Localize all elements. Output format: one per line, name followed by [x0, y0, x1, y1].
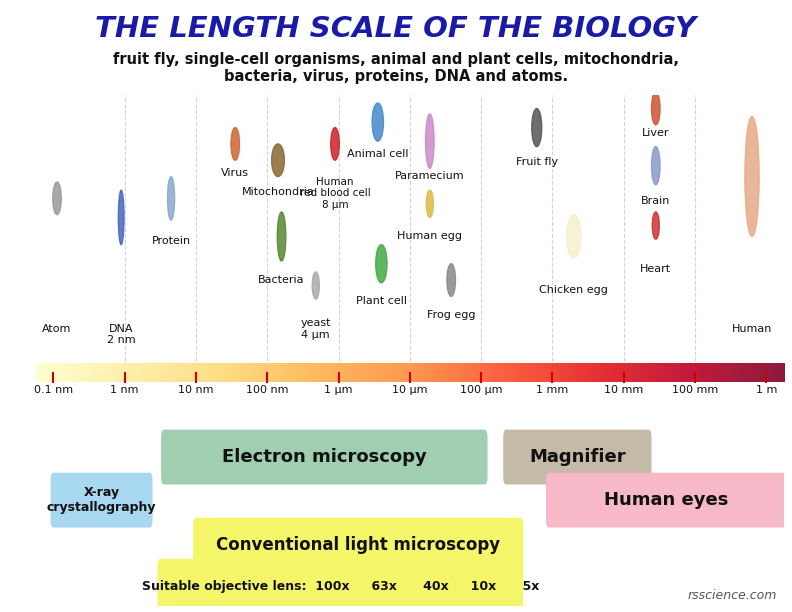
FancyBboxPatch shape	[158, 559, 524, 612]
Text: DNA
2 nm: DNA 2 nm	[107, 324, 135, 345]
Ellipse shape	[53, 182, 61, 215]
Text: Suitable objective lens:  100x     63x      40x     10x      5x: Suitable objective lens: 100x 63x 40x 10…	[142, 580, 539, 593]
Text: 1 μm: 1 μm	[325, 385, 352, 395]
Text: yeast
4 μm: yeast 4 μm	[300, 318, 331, 340]
Ellipse shape	[231, 127, 239, 160]
Text: Animal cell: Animal cell	[347, 149, 409, 159]
Text: Human egg: Human egg	[398, 231, 463, 241]
Ellipse shape	[168, 176, 174, 220]
Text: Heart: Heart	[640, 264, 672, 274]
Text: Mitochondria: Mitochondria	[242, 187, 314, 198]
Text: X-ray
crystallography: X-ray crystallography	[47, 486, 156, 514]
FancyBboxPatch shape	[193, 518, 524, 573]
Text: Human
red blood cell
8 μm: Human red blood cell 8 μm	[299, 176, 371, 210]
Text: 1 mm: 1 mm	[536, 385, 569, 395]
Ellipse shape	[531, 108, 542, 147]
FancyBboxPatch shape	[546, 472, 787, 528]
Ellipse shape	[653, 212, 659, 239]
Text: Human eyes: Human eyes	[604, 491, 729, 509]
Ellipse shape	[652, 92, 660, 125]
Ellipse shape	[745, 117, 760, 236]
Text: THE LENGTH SCALE OF THE BIOLOGY: THE LENGTH SCALE OF THE BIOLOGY	[96, 15, 696, 43]
Text: Paramecium: Paramecium	[395, 171, 465, 181]
Ellipse shape	[372, 103, 383, 141]
FancyBboxPatch shape	[51, 472, 153, 528]
Ellipse shape	[447, 264, 455, 296]
FancyBboxPatch shape	[503, 430, 652, 485]
Ellipse shape	[118, 190, 124, 245]
Text: Protein: Protein	[151, 236, 191, 247]
Text: rsscience.com: rsscience.com	[687, 589, 777, 602]
Text: 1 m: 1 m	[756, 385, 777, 395]
Text: 100 μm: 100 μm	[460, 385, 502, 395]
Text: Magnifier: Magnifier	[529, 448, 626, 466]
Text: 100 mm: 100 mm	[672, 385, 718, 395]
Text: fruit fly, single-cell organisms, animal and plant cells, mitochondria,
bacteria: fruit fly, single-cell organisms, animal…	[113, 52, 679, 84]
Text: Brain: Brain	[641, 196, 671, 206]
Text: Atom: Atom	[42, 324, 72, 334]
FancyBboxPatch shape	[161, 430, 488, 485]
Text: 0.1 nm: 0.1 nm	[34, 385, 73, 395]
Ellipse shape	[375, 245, 387, 283]
Ellipse shape	[567, 215, 581, 258]
Text: Virus: Virus	[221, 168, 249, 178]
Text: Liver: Liver	[642, 127, 669, 138]
Text: 10 μm: 10 μm	[392, 385, 428, 395]
Ellipse shape	[312, 272, 319, 299]
Text: 10 nm: 10 nm	[178, 385, 214, 395]
Text: 10 mm: 10 mm	[604, 385, 643, 395]
Ellipse shape	[331, 127, 339, 160]
Text: Human: Human	[732, 324, 772, 334]
Text: Conventional light microscopy: Conventional light microscopy	[216, 536, 501, 554]
Text: Bacteria: Bacteria	[258, 275, 305, 285]
Text: 1 nm: 1 nm	[111, 385, 139, 395]
Text: Chicken egg: Chicken egg	[539, 285, 608, 296]
Ellipse shape	[652, 147, 660, 185]
Text: Plant cell: Plant cell	[356, 296, 407, 307]
Ellipse shape	[425, 114, 434, 168]
Ellipse shape	[426, 190, 433, 217]
Ellipse shape	[272, 144, 284, 176]
Text: Frog egg: Frog egg	[427, 310, 475, 320]
Text: Electron microscopy: Electron microscopy	[222, 448, 427, 466]
Text: Fruit fly: Fruit fly	[516, 157, 558, 168]
Text: 100 nm: 100 nm	[246, 385, 288, 395]
Ellipse shape	[277, 212, 286, 261]
